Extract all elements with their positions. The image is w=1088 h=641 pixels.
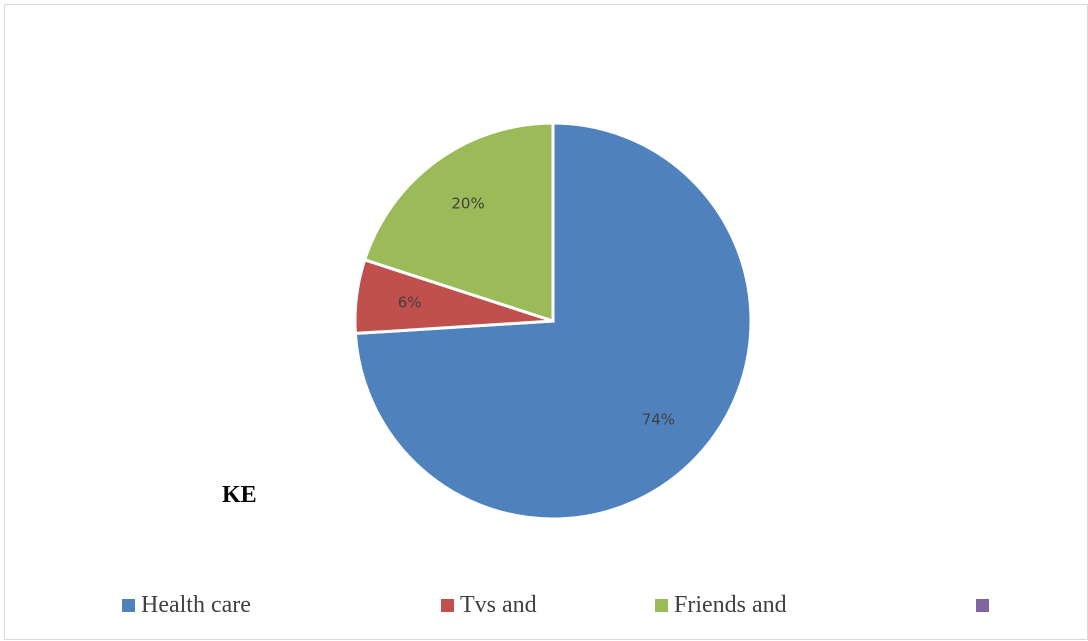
- legend-swatch-other: [976, 598, 989, 612]
- legend-item-health-care: Health care: [122, 590, 251, 620]
- pie-data-label-2: 6%: [398, 293, 422, 311]
- legend-item-other: [976, 590, 995, 620]
- pie-slice-3: [362, 121, 555, 324]
- legend-item-friends: Friends and: [655, 590, 787, 620]
- legend-label-health-care: Health care: [141, 591, 251, 618]
- pie-data-label-1: 74%: [642, 410, 675, 428]
- legend-swatch-friends: [655, 598, 668, 612]
- legend-label-tvs: Tvs and: [460, 591, 537, 618]
- legend-swatch-tvs: [441, 598, 454, 612]
- side-label: KE: [222, 482, 257, 508]
- legend-swatch-health-care: [122, 598, 135, 612]
- legend-label-friends: Friends and: [674, 591, 787, 618]
- legend: Health care Tvs and Friends and: [0, 590, 1088, 620]
- pie-data-label-3: 20%: [451, 195, 484, 213]
- legend-item-tvs: Tvs and: [441, 590, 537, 620]
